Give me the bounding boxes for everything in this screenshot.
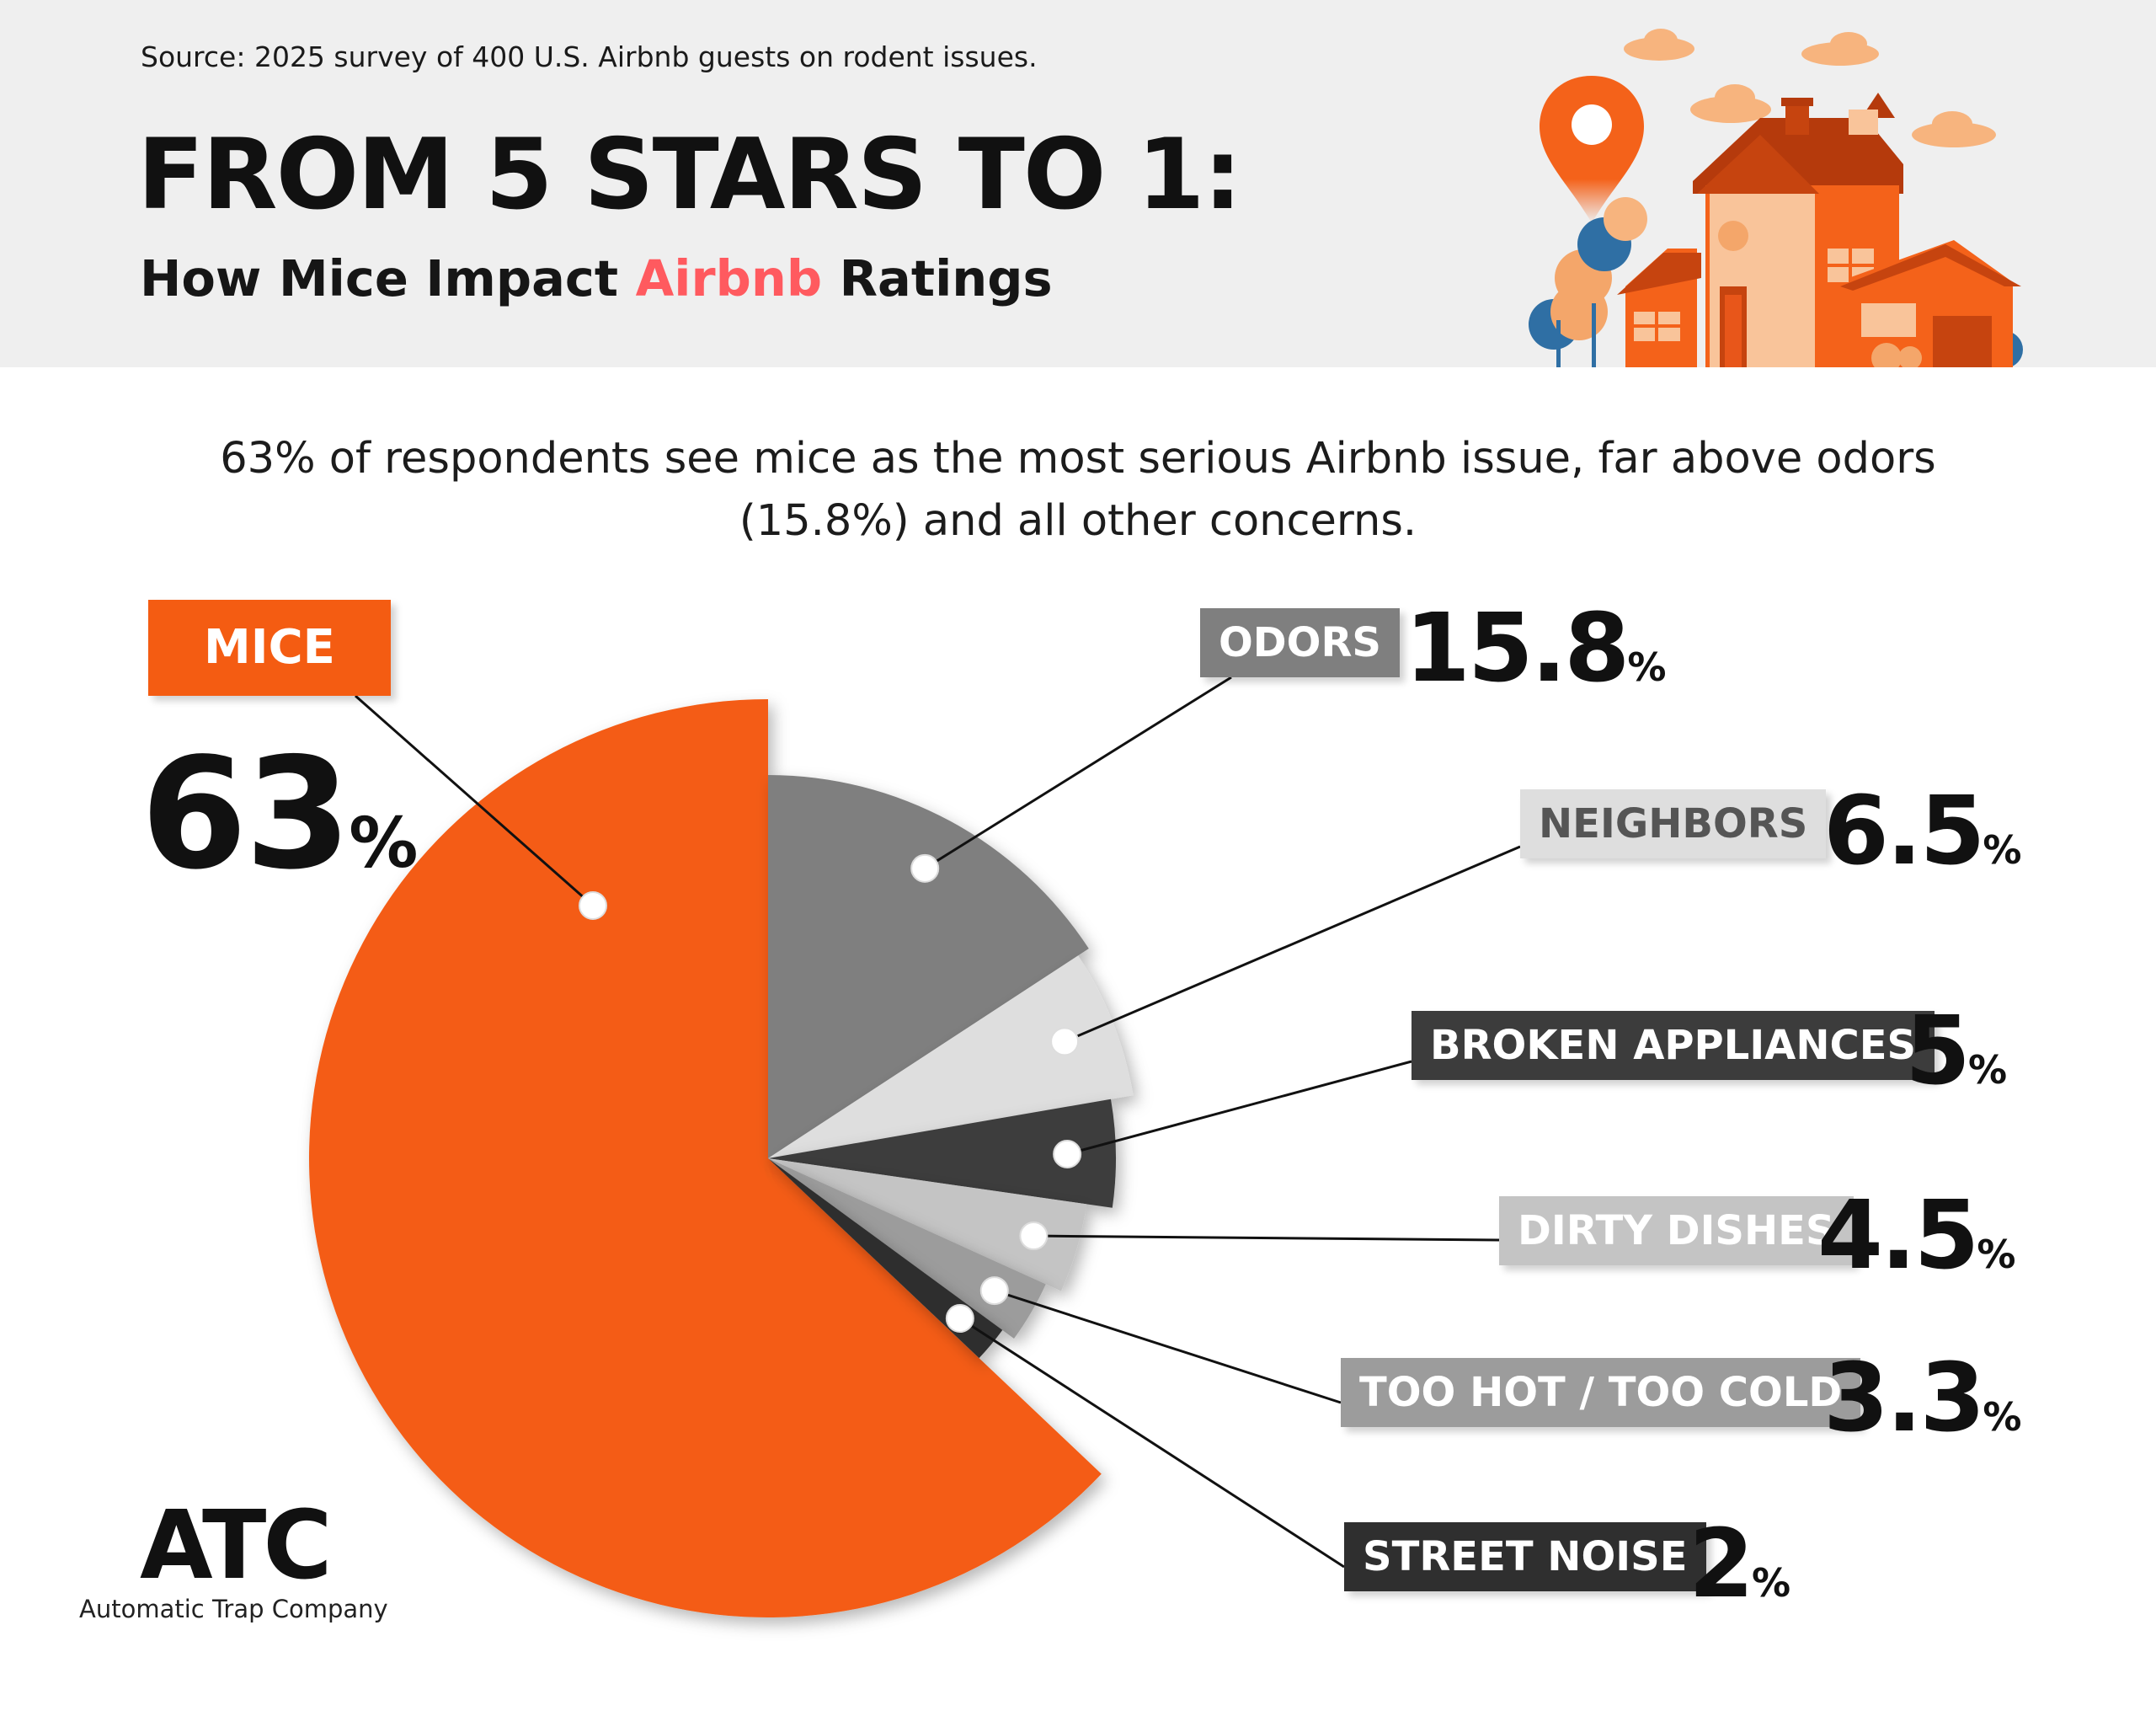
leader-dot (1019, 1222, 1049, 1251)
brand-logo: ATC (140, 1491, 333, 1601)
leader-dot (1053, 1139, 1082, 1168)
slice-value-broken-appliances: 5% (1905, 997, 2007, 1106)
house-icon (1617, 93, 2021, 367)
slice-value-number: 63 (141, 724, 351, 903)
slice-label-too-hot-too-cold: TOO HOT / TOO COLD (1341, 1358, 1861, 1427)
tree-icon (1529, 197, 2023, 367)
slice-label-odors: ODORS (1200, 608, 1400, 677)
subtitle-prefix: How Mice Impact (140, 249, 636, 307)
slice-value-mice: 63% (141, 724, 418, 903)
percent-sign: % (349, 804, 419, 884)
slice-value-too-hot-too-cold: 3.3% (1823, 1344, 2022, 1453)
slice-value-number: 4.5 (1817, 1181, 1979, 1291)
pie-slice-mice (308, 699, 1102, 1618)
location-pin-icon (1540, 76, 1644, 223)
header-banner: Source: 2025 survey of 400 U.S. Airbnb g… (0, 0, 2156, 367)
leader-line (355, 694, 594, 907)
leader-line (1066, 1060, 1412, 1156)
pie-slice-neighbors (768, 955, 1134, 1158)
percent-sign: % (1983, 1394, 2022, 1440)
leader-dot (910, 853, 940, 883)
slice-value-number: 3.3 (1823, 1344, 1985, 1453)
pie-slice-broken-appliances (768, 1099, 1116, 1208)
page-subtitle: How Mice Impact Airbnb Ratings (140, 249, 1053, 307)
slice-value-number: 15.8 (1405, 594, 1630, 703)
leader-line (994, 1289, 1342, 1404)
pie-slice-odors (768, 775, 1089, 1158)
percent-sign: % (1983, 827, 2022, 873)
leader-dot (579, 891, 607, 920)
pie-slice-dirty-dishes (768, 1158, 1087, 1291)
cloud-icon (1624, 29, 1996, 147)
slice-value-neighbors: 6.5% (1823, 777, 2022, 886)
source-note: Source: 2025 survey of 400 U.S. Airbnb g… (141, 40, 1038, 73)
page-title: FROM 5 STARS TO 1: (137, 118, 1242, 232)
slice-value-odors: 15.8% (1405, 594, 1666, 703)
slice-value-number: 2 (1689, 1510, 1754, 1619)
subtitle-brand: Airbnb (635, 249, 823, 307)
subtitle-suffix: Ratings (822, 249, 1053, 307)
slice-label-mice: MICE (148, 600, 391, 696)
slice-value-number: 6.5 (1823, 777, 1985, 886)
leader-dot (945, 1304, 974, 1334)
slice-value-number: 5 (1905, 997, 1971, 1106)
slice-label-street-noise: STREET NOISE (1344, 1522, 1706, 1591)
leader-line (959, 1317, 1345, 1569)
slice-label-neighbors: NEIGHBORS (1520, 789, 1827, 858)
pie-slice-too-hot-too-cold (768, 1158, 1046, 1339)
percent-sign: % (1627, 644, 1667, 690)
leader-dot (1050, 1027, 1080, 1056)
slice-value-street-noise: 2% (1689, 1510, 1790, 1619)
house-illustration (1529, 29, 2023, 367)
slice-label-broken-appliances: BROKEN APPLIANCES (1412, 1011, 1935, 1080)
percent-sign: % (1977, 1232, 2016, 1277)
percent-sign: % (1751, 1560, 1791, 1606)
leader-line (1033, 1234, 1500, 1242)
slice-label-dirty-dishes: DIRTY DISHES (1499, 1196, 1854, 1265)
slice-value-dirty-dishes: 4.5% (1817, 1181, 2016, 1291)
brand-name: Automatic Trap Company (79, 1595, 388, 1623)
leader-dot (979, 1276, 1009, 1306)
pie-slice-street-noise (768, 1158, 1003, 1359)
leader-line (924, 676, 1232, 870)
summary-text: 63% of respondents see mice as the most … (220, 434, 1936, 546)
percent-sign: % (1967, 1047, 2008, 1093)
leader-line (1064, 845, 1521, 1043)
